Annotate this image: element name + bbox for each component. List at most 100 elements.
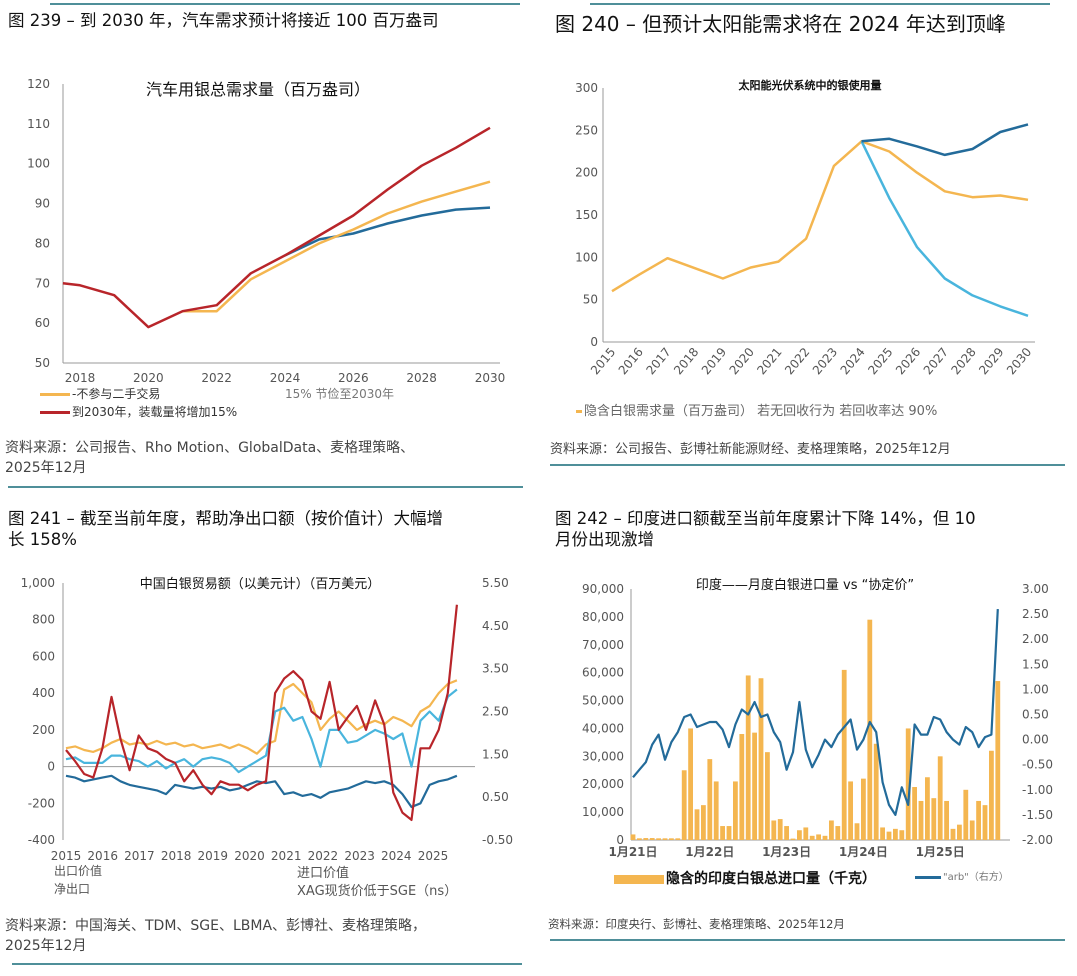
top-rule-left bbox=[50, 3, 520, 5]
y-tick-label: 110 bbox=[27, 117, 50, 131]
bar bbox=[899, 830, 905, 840]
bar bbox=[790, 838, 796, 840]
legend-swatch bbox=[915, 875, 941, 879]
bar bbox=[886, 831, 892, 840]
x-tick-label: 2018 bbox=[65, 371, 96, 385]
x-tick-label: 2019 bbox=[198, 849, 229, 863]
bar bbox=[969, 820, 975, 840]
panel-241-title: 图 241 – 截至当前年度，帮助净出口额（按价值计）大幅增 bbox=[8, 509, 443, 528]
y-tick-label: 250 bbox=[575, 123, 598, 137]
y-tick-label: 70 bbox=[35, 276, 50, 290]
series-line-3 bbox=[65, 604, 458, 822]
arb-line bbox=[632, 609, 999, 817]
bar bbox=[912, 787, 917, 840]
bar bbox=[675, 838, 681, 840]
chart-241: -400 -200 0 200 400 600 800 1,000 -0.50 0.50 1.50 2… bbox=[21, 576, 513, 863]
y2-tick-label: 3.50 bbox=[482, 662, 509, 676]
bar bbox=[649, 838, 655, 840]
series-line-1 bbox=[860, 140, 1029, 317]
legend-label: 隐含白银需求量（百万盎司） 若无回收行为 若回收率达 90% bbox=[584, 404, 938, 419]
x-tick-label: 1月24日 bbox=[839, 845, 888, 859]
y-tick-label: 300 bbox=[575, 81, 598, 95]
y-tick-label: 60,000 bbox=[582, 666, 624, 680]
y-tick-label: 90,000 bbox=[582, 582, 624, 596]
bar bbox=[733, 781, 738, 840]
bar bbox=[803, 827, 809, 840]
legend-export: 出口价值 bbox=[54, 862, 102, 879]
legend-label: -不参与二手交易 bbox=[72, 387, 161, 401]
bar bbox=[681, 770, 687, 840]
series-line-0 bbox=[611, 140, 1029, 293]
bar bbox=[918, 800, 924, 840]
bar bbox=[995, 681, 1001, 840]
x-tick-label: 2023 bbox=[344, 849, 375, 863]
y-tick-label: -200 bbox=[28, 796, 55, 810]
divider bbox=[8, 486, 523, 488]
series-line-2 bbox=[284, 206, 491, 257]
bar bbox=[867, 619, 873, 840]
legend-label: 净出口 bbox=[54, 882, 91, 896]
series-line-2 bbox=[861, 123, 1029, 157]
divider bbox=[550, 464, 1065, 466]
y2-tick-label: -0.50 bbox=[482, 833, 513, 847]
y2-tick-label: 2.00 bbox=[1022, 632, 1049, 646]
y2-tick-label: 4.50 bbox=[482, 619, 509, 633]
y-tick-label: 90 bbox=[35, 197, 50, 211]
panel-240-source: 资料来源：公司报告、彭博社新能源财经、麦格理策略，2025年12月 bbox=[550, 442, 951, 457]
y-tick-label: 60 bbox=[35, 316, 50, 330]
x-tick-label: 2020 bbox=[133, 371, 164, 385]
bar bbox=[694, 809, 700, 840]
bar bbox=[944, 800, 949, 840]
bar bbox=[784, 826, 789, 840]
chart-title: 汽车用银总需求量（百万盎司） bbox=[146, 80, 370, 99]
bar bbox=[854, 823, 860, 840]
bar bbox=[656, 838, 661, 840]
y-tick-label: 100 bbox=[27, 157, 50, 171]
y2-tick-label: -2.00 bbox=[1022, 833, 1053, 847]
y2-tick-label: 0.50 bbox=[482, 790, 509, 804]
x-tick-label: 2024 bbox=[381, 849, 412, 863]
legend-swatch bbox=[576, 410, 582, 413]
bar bbox=[835, 826, 841, 840]
y2-tick-label: -1.00 bbox=[1022, 783, 1053, 797]
bar bbox=[816, 834, 821, 840]
series-line-1 bbox=[182, 180, 491, 313]
y-tick-label: 80,000 bbox=[582, 610, 624, 624]
panel-239-source: 资料来源：公司报告、Rho Motion、GlobalData、麦格理策略、 bbox=[5, 440, 415, 456]
legend-label: 到2030年，装载量将增加15% bbox=[72, 405, 238, 419]
x-tick-label: 2028 bbox=[406, 371, 437, 385]
divider bbox=[550, 939, 1065, 941]
y-tick-label: 0 bbox=[616, 833, 624, 847]
y2-tick-label: 1.50 bbox=[482, 747, 509, 761]
y2-tick-label: 2.50 bbox=[1022, 607, 1049, 621]
bar bbox=[905, 728, 911, 840]
y-tick-label: 80 bbox=[35, 236, 50, 250]
bar bbox=[861, 778, 866, 840]
bar bbox=[745, 675, 751, 840]
bar bbox=[880, 827, 885, 840]
bar bbox=[937, 756, 943, 840]
bar bbox=[688, 728, 693, 840]
bar bbox=[758, 678, 764, 840]
legend-arb: "arb"（右方） bbox=[915, 868, 1009, 883]
y-tick-label: 150 bbox=[575, 208, 598, 222]
bar bbox=[752, 732, 757, 840]
bar bbox=[976, 800, 981, 840]
bar bbox=[777, 819, 783, 840]
y-tick-label: 400 bbox=[32, 686, 55, 700]
y-tick-label: 0 bbox=[47, 760, 55, 774]
legend-item-thrifting: 15% 节俭至2030年 bbox=[285, 387, 395, 401]
legend-item-loading-increase: 到2030年，装载量将增加15% bbox=[40, 403, 237, 420]
bar bbox=[707, 759, 713, 840]
legend-import: 进口价值 bbox=[297, 862, 349, 881]
legend-label: 隐含的印度白银总进口量（千克） bbox=[666, 871, 876, 887]
y-tick-label: 20,000 bbox=[582, 777, 624, 791]
x-tick-label: 2026 bbox=[338, 371, 369, 385]
y-tick-label: 200 bbox=[32, 723, 55, 737]
y-tick-label: 100 bbox=[575, 250, 598, 264]
y-tick-label: 40,000 bbox=[582, 721, 624, 735]
bar bbox=[841, 669, 847, 840]
legend-label: "arb"（右方） bbox=[943, 872, 1009, 883]
